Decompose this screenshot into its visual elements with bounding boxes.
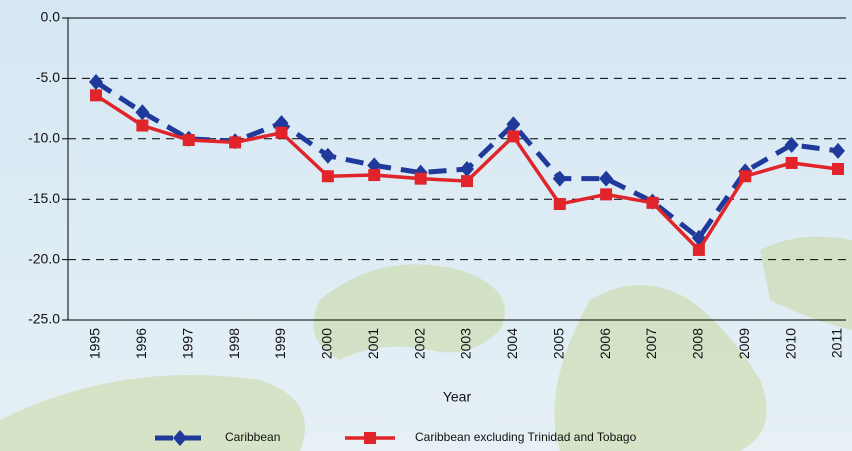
x-tick-label: 2006 bbox=[597, 328, 613, 359]
x-tick-label: 1996 bbox=[133, 328, 149, 359]
marker bbox=[229, 136, 241, 148]
x-tick-label: 2003 bbox=[458, 328, 474, 359]
y-tick-label: -15.0 bbox=[28, 190, 60, 206]
chart: 0.0 -5.0 -10.0 -15.0 -20.0 -25.0 1995 1996 1997 1… bbox=[0, 0, 852, 451]
x-tick-label: 1997 bbox=[179, 328, 195, 359]
x-tick-label: 2001 bbox=[365, 328, 381, 359]
y-tick-label: 0.0 bbox=[41, 9, 61, 25]
marker bbox=[739, 170, 751, 182]
marker bbox=[507, 130, 519, 142]
marker bbox=[90, 89, 102, 101]
x-tick-label: 2008 bbox=[690, 328, 706, 359]
y-tick-label: -10.0 bbox=[28, 130, 60, 146]
x-tick-label: 2009 bbox=[736, 328, 752, 359]
marker bbox=[832, 163, 844, 175]
marker bbox=[364, 432, 376, 444]
x-tick-label: 1999 bbox=[272, 328, 288, 359]
marker bbox=[693, 244, 705, 256]
x-tick-label: 2004 bbox=[504, 328, 520, 359]
marker bbox=[647, 197, 659, 209]
marker bbox=[600, 188, 612, 200]
x-tick-label: 2011 bbox=[829, 328, 845, 358]
x-tick-label: 2010 bbox=[782, 328, 798, 359]
x-tick-label: 2005 bbox=[550, 328, 566, 359]
x-tick-label: 2007 bbox=[643, 328, 659, 359]
marker bbox=[322, 170, 334, 182]
y-tick-label: -20.0 bbox=[28, 250, 60, 266]
y-tick-label: -5.0 bbox=[36, 69, 60, 85]
x-tick-label: 1998 bbox=[226, 328, 242, 359]
marker bbox=[136, 120, 148, 132]
x-tick-label: 2002 bbox=[411, 328, 427, 359]
marker bbox=[368, 169, 380, 181]
x-tick-label: 2000 bbox=[319, 328, 335, 359]
x-axis-label: Year bbox=[443, 389, 472, 405]
y-tick-label: -25.0 bbox=[28, 311, 60, 327]
marker bbox=[276, 127, 288, 139]
x-tick-label: 1995 bbox=[87, 328, 103, 359]
marker bbox=[415, 173, 427, 185]
legend-label: Caribbean excluding Trinidad and Tobago bbox=[415, 430, 637, 444]
marker bbox=[183, 134, 195, 146]
marker bbox=[461, 175, 473, 187]
marker bbox=[786, 157, 798, 169]
marker bbox=[554, 198, 566, 210]
legend-label: Caribbean bbox=[225, 430, 280, 444]
